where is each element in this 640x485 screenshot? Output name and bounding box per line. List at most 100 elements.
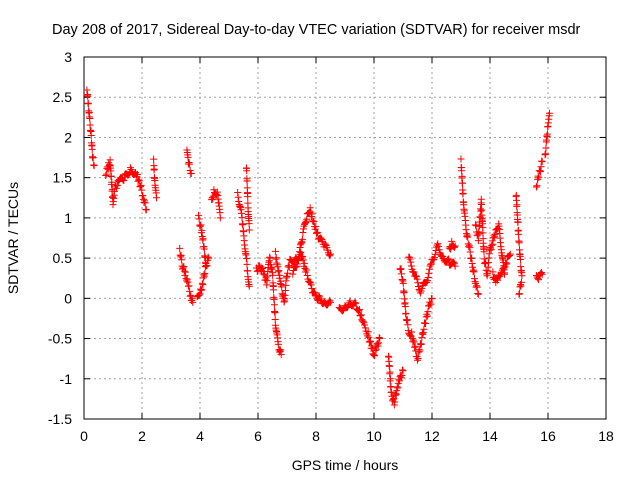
data-point — [537, 269, 545, 277]
data-point — [355, 307, 363, 315]
data-point — [487, 246, 495, 254]
data-point — [376, 335, 384, 343]
data-point — [417, 340, 425, 348]
data-point — [208, 194, 216, 202]
data-point — [88, 145, 96, 153]
data-point — [150, 165, 158, 173]
data-point — [450, 243, 458, 251]
data-point — [180, 267, 188, 275]
data-point — [450, 243, 458, 251]
data-point — [183, 277, 191, 285]
data-point — [185, 282, 193, 290]
data-point — [195, 291, 203, 299]
data-point — [435, 243, 443, 251]
data-point — [277, 347, 285, 355]
data-point — [405, 253, 413, 261]
data-point — [367, 337, 375, 345]
data-point — [346, 297, 354, 305]
data-point — [399, 367, 407, 375]
data-point — [375, 334, 383, 342]
y-tick-label: 0.5 — [53, 250, 73, 266]
data-point — [470, 268, 478, 276]
data-point — [137, 181, 145, 189]
data-point — [238, 214, 246, 222]
data-point — [216, 214, 224, 222]
data-point — [443, 256, 451, 264]
data-point — [243, 260, 251, 268]
data-point — [293, 260, 301, 268]
data-point — [398, 366, 406, 374]
data-point — [490, 231, 498, 239]
x-tick-label: 0 — [80, 428, 88, 444]
data-point — [239, 221, 247, 229]
data-point — [205, 254, 213, 262]
data-point — [408, 334, 416, 342]
data-point — [245, 220, 253, 228]
data-point — [181, 271, 189, 279]
data-point — [534, 175, 542, 183]
data-point — [387, 388, 395, 396]
data-point — [244, 193, 252, 201]
data-point — [459, 189, 467, 197]
data-point — [533, 182, 541, 190]
data-point — [538, 158, 546, 166]
data-point — [270, 301, 278, 309]
data-point — [472, 221, 479, 229]
data-point — [399, 279, 407, 287]
data-point — [186, 167, 194, 175]
data-point — [406, 255, 414, 263]
data-point — [260, 271, 268, 279]
data-point — [178, 256, 186, 264]
data-point — [321, 240, 329, 248]
data-point — [431, 254, 439, 262]
data-point — [137, 182, 145, 190]
data-point — [299, 229, 307, 237]
data-point — [488, 237, 496, 245]
data-point — [445, 255, 453, 263]
data-point — [306, 278, 314, 286]
x-axis-label: GPS time / hours — [292, 457, 399, 473]
data-point — [506, 252, 514, 260]
x-tick-label: 14 — [482, 428, 498, 444]
data-point — [195, 215, 203, 223]
data-point — [371, 352, 379, 360]
data-point — [176, 244, 184, 252]
data-point — [435, 246, 443, 254]
x-tick-label: 18 — [598, 428, 614, 444]
data-point — [473, 232, 481, 240]
data-point — [532, 183, 540, 191]
data-point — [538, 270, 546, 278]
data-point — [298, 235, 306, 243]
data-point — [411, 342, 419, 350]
data-point — [407, 262, 415, 270]
data-point — [186, 160, 194, 168]
x-tick-label: 10 — [366, 428, 382, 444]
data-point — [365, 333, 373, 341]
data-point — [196, 290, 204, 298]
data-point — [183, 275, 191, 283]
data-point — [119, 176, 127, 184]
data-point — [402, 309, 410, 317]
data-point — [275, 267, 283, 275]
y-tick-label: 2 — [64, 129, 72, 145]
data-point — [365, 338, 373, 346]
data-point — [197, 221, 205, 229]
data-point — [537, 163, 545, 171]
data-point — [451, 262, 459, 270]
data-point — [200, 245, 208, 253]
data-point — [423, 277, 431, 285]
data-point — [306, 204, 314, 212]
data-point — [184, 153, 192, 161]
data-point — [422, 320, 430, 328]
data-point — [474, 237, 482, 245]
data-point — [139, 195, 147, 203]
data-point — [361, 321, 369, 329]
data-point — [502, 260, 510, 268]
data-point — [503, 259, 511, 267]
data-point — [420, 319, 428, 327]
data-point — [513, 201, 521, 209]
y-axis-label: SDTVAR / TECUs — [5, 182, 21, 294]
data-point — [153, 194, 160, 202]
data-point — [432, 247, 440, 255]
